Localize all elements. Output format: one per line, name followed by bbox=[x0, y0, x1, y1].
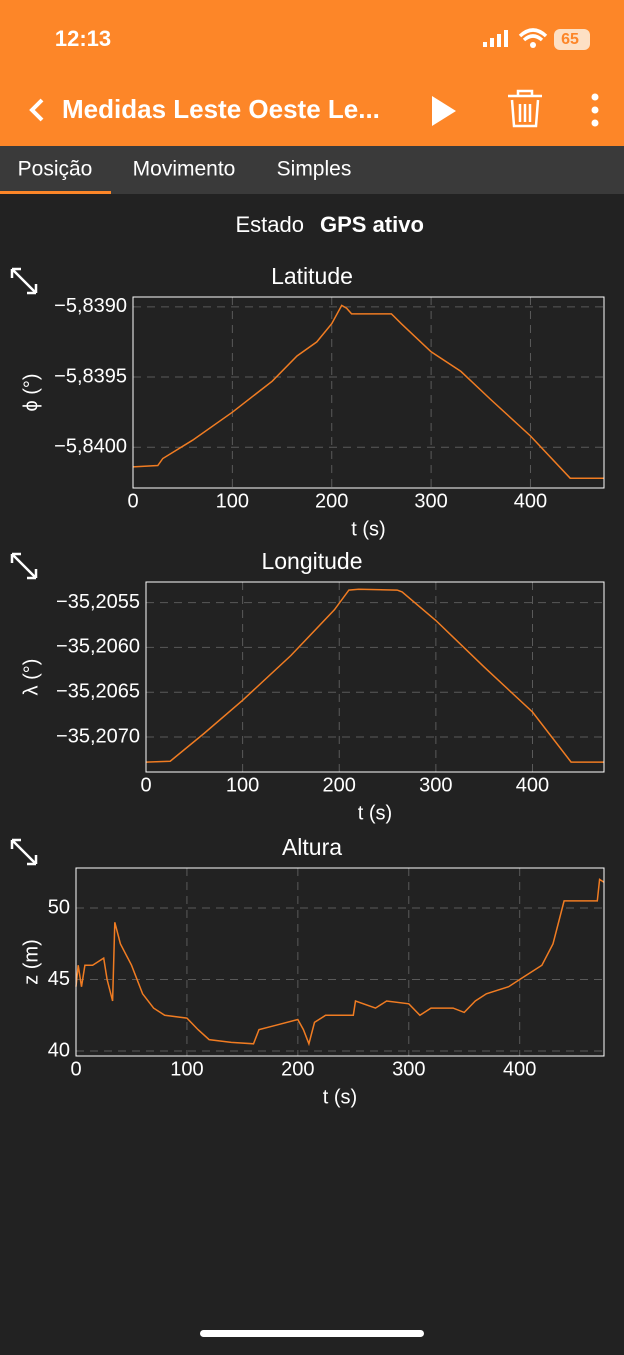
x-tick-label: 200 bbox=[315, 490, 348, 512]
menu-button[interactable] bbox=[591, 93, 599, 127]
tab[interactable]: Posição bbox=[18, 158, 93, 181]
x-tick-label: 100 bbox=[226, 774, 259, 796]
x-tick-label: 300 bbox=[392, 1058, 425, 1080]
home-indicator bbox=[200, 1330, 424, 1337]
tab-indicator bbox=[0, 191, 111, 194]
plot-frame bbox=[145, 581, 605, 773]
wifi-icon bbox=[518, 28, 548, 42]
y-axis-label: z (m) bbox=[20, 939, 42, 985]
back-button[interactable] bbox=[29, 98, 44, 122]
x-tick-label: 400 bbox=[516, 774, 549, 796]
y-tick-label: −5,8395 bbox=[54, 365, 127, 387]
y-tick-label: 40 bbox=[48, 1039, 70, 1061]
x-tick-label: 300 bbox=[414, 490, 447, 512]
x-axis-label: t (s) bbox=[358, 802, 392, 824]
chart-title: Latitude bbox=[271, 263, 353, 289]
clock: 12:13 bbox=[55, 26, 111, 51]
signal-icon bbox=[483, 30, 508, 47]
expand-icon[interactable] bbox=[10, 838, 38, 866]
y-tick-label: −5,8390 bbox=[54, 295, 127, 317]
y-tick-label: −35,2060 bbox=[56, 636, 140, 658]
wifi-dot bbox=[530, 42, 536, 48]
status-label: Estado bbox=[236, 212, 305, 237]
y-axis-label: λ (°) bbox=[20, 659, 42, 696]
x-axis-label: t (s) bbox=[323, 1086, 357, 1108]
y-tick-label: −35,2065 bbox=[56, 681, 140, 703]
x-tick-label: 0 bbox=[70, 1058, 81, 1080]
play-button[interactable] bbox=[432, 96, 456, 126]
chart-title: Altura bbox=[282, 834, 342, 860]
data-line bbox=[145, 588, 604, 763]
tab[interactable]: Simples bbox=[277, 158, 352, 181]
data-line bbox=[132, 304, 604, 479]
expand-icon[interactable] bbox=[10, 267, 38, 295]
x-tick-label: 100 bbox=[216, 490, 249, 512]
expand-icon[interactable] bbox=[10, 552, 38, 580]
y-tick-label: −35,2055 bbox=[56, 591, 140, 613]
y-tick-label: −5,8400 bbox=[54, 436, 127, 458]
x-tick-label: 400 bbox=[514, 490, 547, 512]
plot-frame bbox=[75, 867, 605, 1057]
header-title: Medidas Leste Oeste Le... bbox=[62, 94, 380, 124]
tab[interactable]: Movimento bbox=[133, 158, 236, 181]
x-axis-label: t (s) bbox=[351, 518, 385, 540]
y-tick-label: 50 bbox=[48, 896, 70, 918]
data-line bbox=[75, 878, 605, 1047]
delete-button[interactable] bbox=[508, 89, 542, 128]
battery-level: 65 bbox=[561, 31, 579, 48]
x-tick-label: 100 bbox=[170, 1058, 203, 1080]
x-tick-label: 300 bbox=[419, 774, 452, 796]
chart-title: Longitude bbox=[261, 548, 362, 574]
x-tick-label: 400 bbox=[503, 1058, 536, 1080]
plot-frame bbox=[132, 296, 605, 489]
y-tick-label: −35,2070 bbox=[56, 725, 140, 747]
x-tick-label: 200 bbox=[323, 774, 356, 796]
battery-icon bbox=[554, 29, 590, 50]
x-tick-label: 0 bbox=[127, 490, 138, 512]
tab-bar bbox=[0, 146, 624, 194]
status-value: GPS ativo bbox=[320, 212, 424, 237]
x-tick-label: 200 bbox=[281, 1058, 314, 1080]
app-bar bbox=[0, 0, 624, 146]
y-axis-label: ϕ (°) bbox=[20, 373, 42, 411]
y-tick-label: 45 bbox=[48, 968, 70, 990]
x-tick-label: 0 bbox=[140, 774, 151, 796]
